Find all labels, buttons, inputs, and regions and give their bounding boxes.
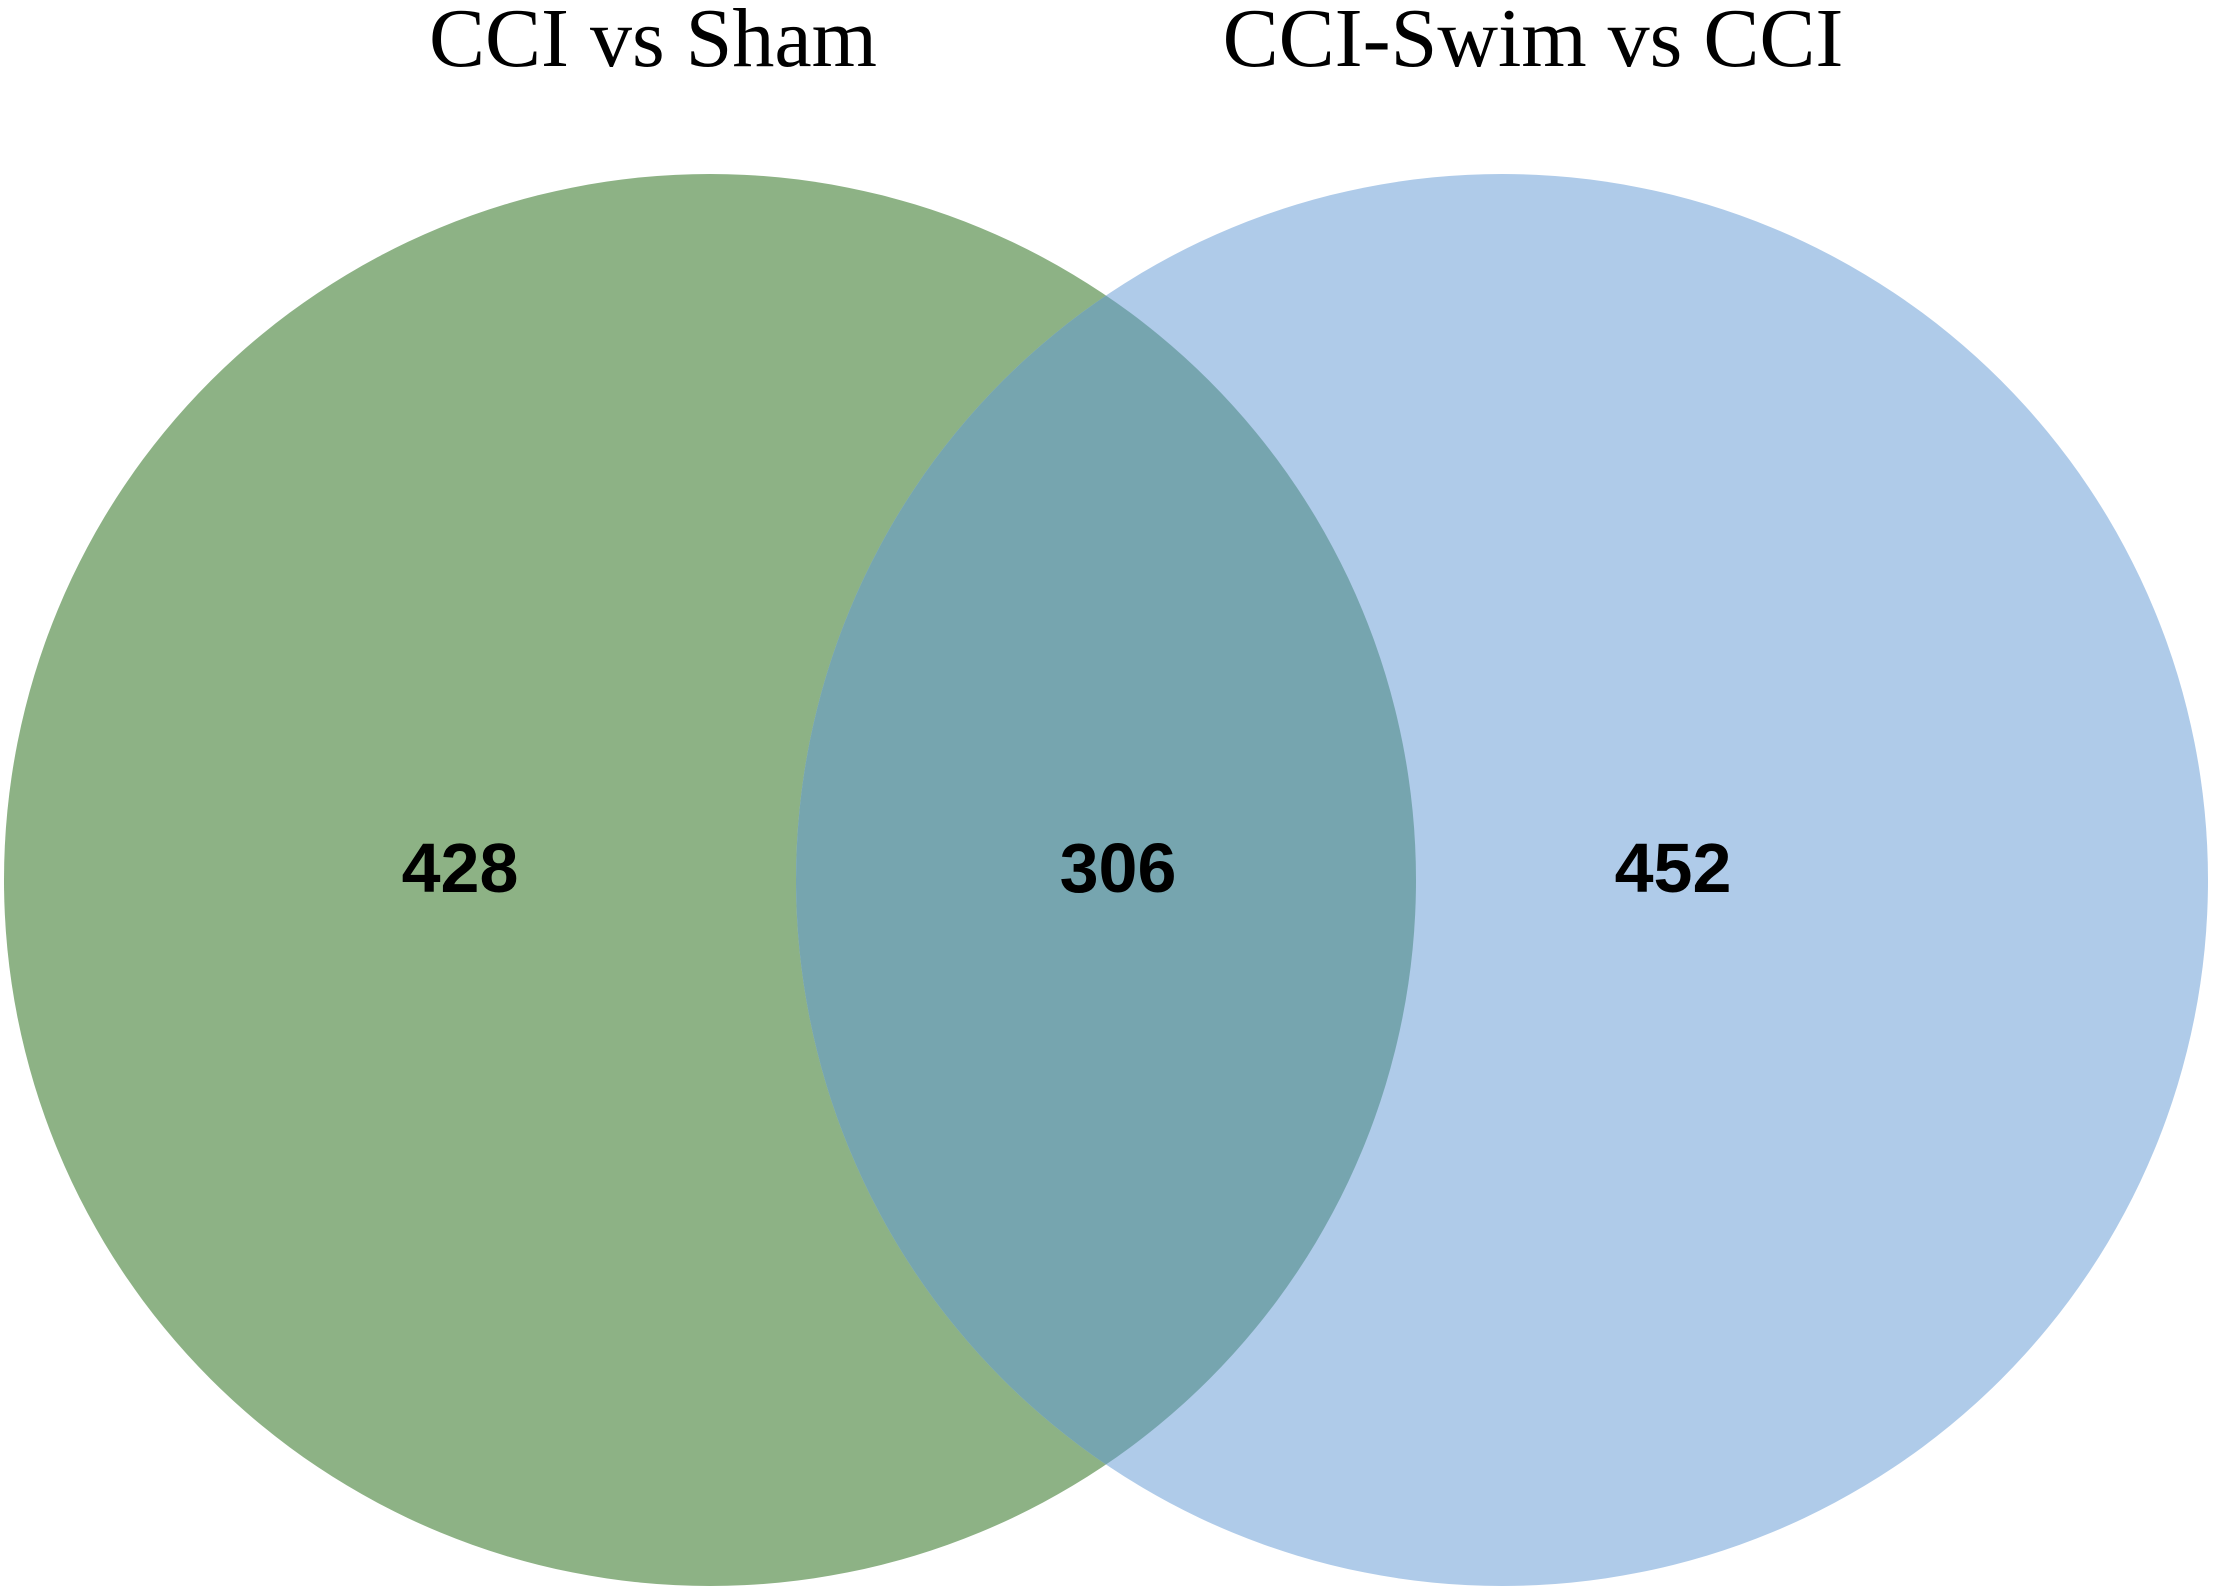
set-title-left: CCI vs Sham [429,0,877,85]
count-intersection: 306 [1060,829,1177,907]
set-title-right: CCI-Swim vs CCI [1223,0,1844,85]
count-right-only: 452 [1615,829,1732,907]
set-intersection-region [796,174,1416,1586]
count-left-only: 428 [402,829,519,907]
